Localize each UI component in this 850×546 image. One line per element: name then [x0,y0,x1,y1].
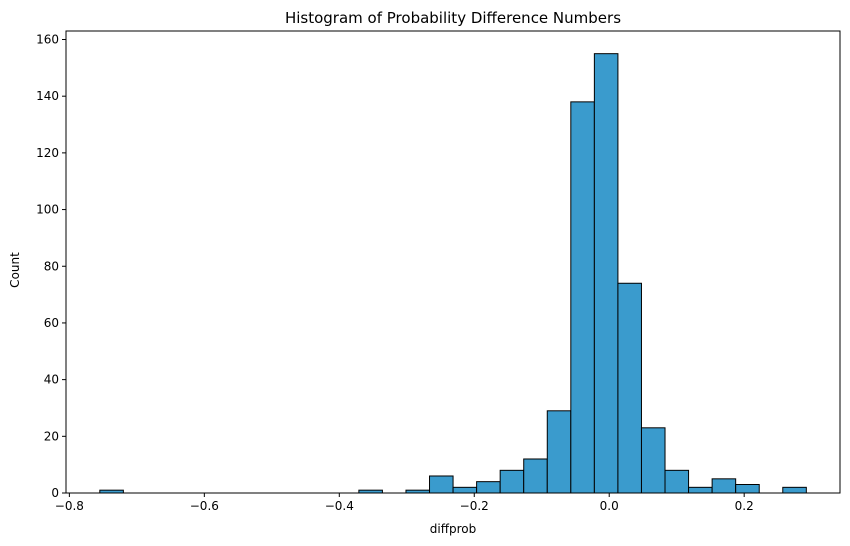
y-tick-label: 0 [51,486,59,500]
y-axis-label: Count [8,252,22,288]
histogram-bar [546,410,572,494]
y-tick-label: 60 [44,316,59,330]
x-tick-label: 0.0 [600,499,619,513]
histogram-bar [782,486,807,494]
histogram-bar [711,478,737,494]
x-tick-label: −0.6 [190,499,219,513]
y-tick-label: 20 [44,429,59,443]
y-tick-label: 120 [36,146,59,160]
histogram-bar [429,475,454,494]
x-tick-label: −0.8 [55,499,84,513]
histogram-bar [640,427,666,494]
x-axis-label: diffprob [430,522,476,536]
x-tick-label: −0.4 [325,499,354,513]
histogram-bar [688,486,713,494]
y-tick-label: 140 [36,89,59,103]
histogram-bar [593,53,619,494]
histogram-bar [735,484,760,494]
x-tick-label: 0.2 [735,499,754,513]
x-tick-label: −0.2 [460,499,489,513]
y-tick-label: 40 [44,373,59,387]
y-axis-ticks: 0 20 40 60 80 100 120 140 160 [36,33,66,500]
y-tick-label: 100 [36,203,59,217]
histogram-bar [617,282,642,494]
plot-frame [65,30,841,494]
chart-title: Histogram of Probability Difference Numb… [285,9,621,27]
histogram-bar [570,101,595,494]
y-tick-label: 160 [36,33,59,47]
x-axis-ticks: −0.8 −0.6 −0.4 −0.2 0.0 0.2 [55,493,754,513]
histogram-bar [523,458,548,494]
histogram-bar [664,469,690,494]
histogram-bar [476,481,501,494]
histogram-bar [452,486,478,494]
histogram-bar [499,469,525,494]
bars-group [99,53,807,494]
y-tick-label: 80 [44,259,59,273]
